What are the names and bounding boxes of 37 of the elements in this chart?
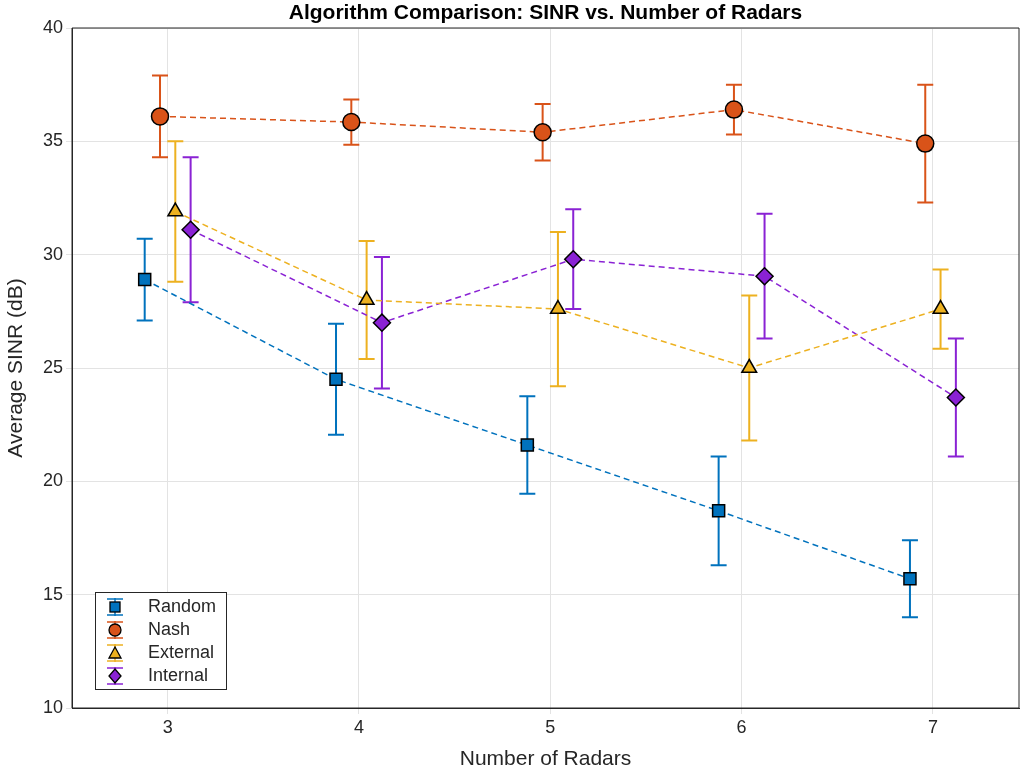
point (150, 107, 170, 126)
point (372, 313, 392, 332)
legend-label: Random (148, 596, 217, 617)
point (329, 372, 343, 387)
point (932, 299, 949, 315)
point (342, 112, 361, 132)
legend-label: Internal (148, 665, 209, 686)
x-tick-label: 4 (353, 716, 364, 737)
y-axis-title: Average SINR (dB) (3, 278, 27, 458)
legend-label: External (148, 642, 215, 663)
point (563, 249, 583, 269)
point (137, 272, 152, 287)
point (916, 134, 935, 153)
point (167, 202, 184, 217)
point (549, 299, 567, 315)
x-tick-label: 5 (545, 716, 556, 737)
x-axis-title: Number of Radars (459, 746, 632, 770)
y-tick-label: 20 (42, 470, 63, 491)
x-tick-label: 3 (162, 716, 173, 737)
legend-label: Nash (148, 619, 191, 640)
y-tick-label: 15 (42, 583, 63, 604)
point (181, 220, 200, 239)
x-tick-label: 6 (736, 716, 747, 737)
point (946, 388, 966, 407)
y-tick-label: 30 (42, 243, 63, 264)
point (903, 572, 917, 586)
x-tick-label: 7 (927, 716, 938, 737)
point (724, 100, 744, 119)
point (533, 123, 552, 142)
y-tick-label: 10 (42, 696, 63, 717)
point (520, 438, 535, 452)
y-tick-label: 35 (42, 130, 63, 151)
chart-title: Algorithm Comparison: SINR vs. Number of Radars (288, 0, 803, 23)
point (755, 266, 774, 286)
y-tick-label: 25 (42, 356, 63, 377)
point (711, 504, 726, 518)
y-tick-label: 40 (42, 16, 63, 37)
